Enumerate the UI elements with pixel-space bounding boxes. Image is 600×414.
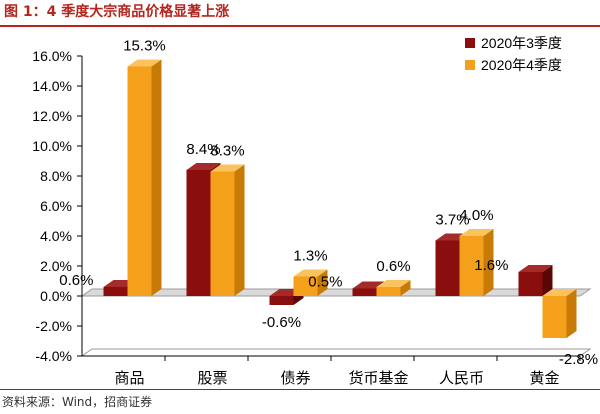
bar-front xyxy=(269,296,294,305)
bar-front xyxy=(293,276,318,296)
bar-top xyxy=(127,59,162,67)
bar-top xyxy=(518,265,553,272)
bar-front xyxy=(542,296,567,338)
data-label: 1.3% xyxy=(293,248,327,265)
category-label: 货币基金 xyxy=(348,370,408,387)
y-tick-label: 14.0% xyxy=(32,78,72,94)
title-underline xyxy=(0,25,600,27)
y-tick-label: -2.0% xyxy=(35,318,72,334)
source-divider xyxy=(0,389,600,390)
chart-bars xyxy=(103,59,577,338)
data-label: -2.8% xyxy=(559,351,598,368)
bar-side xyxy=(483,229,494,296)
bar-top xyxy=(293,269,328,277)
bar-front xyxy=(103,287,128,296)
bar-side xyxy=(542,265,553,296)
chart-data-labels: 0.6% 15.3% 8.4%8.3% -0.6% 1.3% 0.5% 0.6% 3.7%4.… xyxy=(59,38,598,369)
bar-top xyxy=(376,280,411,287)
bar-q4 xyxy=(127,59,162,296)
bar-side xyxy=(317,269,328,296)
y-tick-label: -4.0% xyxy=(35,348,72,364)
bar-q4 xyxy=(210,164,245,296)
data-label: 0.6% xyxy=(376,258,410,275)
bar-q4 xyxy=(376,280,411,296)
bar-front xyxy=(127,66,152,296)
bar-top xyxy=(210,164,245,172)
bar-front xyxy=(518,272,543,296)
bar-top xyxy=(542,289,577,296)
bar-side xyxy=(400,280,411,296)
y-tick-label: 6.0% xyxy=(40,198,72,214)
bar-front xyxy=(210,171,235,296)
bar-front xyxy=(376,287,401,296)
legend-swatch xyxy=(465,38,475,48)
bar-q4 xyxy=(459,229,494,296)
bar-front xyxy=(352,288,377,296)
category-label: 债券 xyxy=(280,370,310,387)
y-tick-label: 8.0% xyxy=(40,168,72,184)
data-label: 0.5% xyxy=(308,274,342,291)
data-label: 4.0% xyxy=(459,207,493,224)
data-label: 15.3% xyxy=(123,38,166,55)
legend-label: 2020年3季度 xyxy=(481,35,562,51)
data-label: 0.6% xyxy=(59,272,93,289)
chart-legend: 2020年3季度 2020年4季度 xyxy=(465,35,562,73)
y-tick-label: 10.0% xyxy=(32,138,72,154)
data-label: -0.6% xyxy=(262,314,301,331)
data-label: 3.7% xyxy=(435,212,469,229)
bar-top xyxy=(186,163,221,170)
legend-swatch xyxy=(465,60,475,70)
bottom-floor-outline xyxy=(80,348,592,357)
chart-axes: -4.0% -2.0% 0.0% 2.0% 4.0% 6.0% 8.0% 10.0% 12.0%… xyxy=(32,48,592,387)
bar-front xyxy=(186,170,211,296)
bar-side xyxy=(151,59,162,296)
source-note: 资料来源：Wind，招商证券 xyxy=(2,395,153,409)
y-tick-label: 0.0% xyxy=(40,288,72,304)
y-tick-label: 16.0% xyxy=(32,48,72,64)
y-tick-label: 4.0% xyxy=(40,228,72,244)
data-label: 8.3% xyxy=(210,143,244,160)
category-label: 商品 xyxy=(114,370,144,387)
figure-title: 图 1：4 季度大宗商品价格显著上涨 xyxy=(4,4,230,20)
category-label: 人民币 xyxy=(439,370,484,387)
bar-side xyxy=(234,164,245,296)
bar-q4 xyxy=(293,269,328,296)
category-label: 股票 xyxy=(197,370,227,387)
bar-front xyxy=(459,236,484,296)
category-label: 黄金 xyxy=(529,370,559,387)
y-tick-label: 2.0% xyxy=(40,258,72,274)
data-label: 8.4% xyxy=(186,141,220,158)
data-label: 1.6% xyxy=(474,257,508,274)
bar-q4 xyxy=(542,289,577,338)
bar-side xyxy=(566,289,577,338)
y-tick-label: 12.0% xyxy=(32,108,72,124)
bar-front xyxy=(435,240,460,296)
bar-q3 xyxy=(518,265,553,296)
bar-top xyxy=(459,229,494,236)
legend-label: 2020年4季度 xyxy=(481,57,562,73)
